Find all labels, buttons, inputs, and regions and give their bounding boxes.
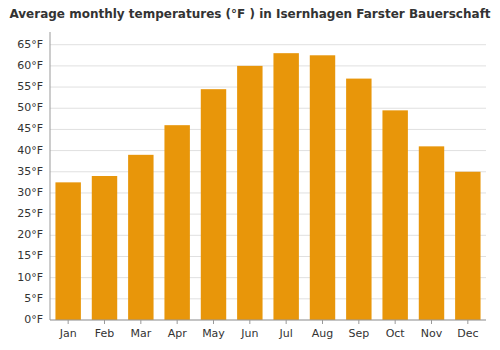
x-tick xyxy=(104,320,105,324)
x-tick xyxy=(249,320,250,324)
x-tick xyxy=(68,320,69,324)
x-tick xyxy=(213,320,214,324)
y-tick-label: 20°F xyxy=(17,228,43,241)
bar xyxy=(273,53,298,320)
y-tick-label: 60°F xyxy=(17,59,43,72)
x-tick-label: Feb xyxy=(95,327,114,340)
x-tick-label: Nov xyxy=(421,327,443,340)
grid-line xyxy=(50,320,486,321)
y-tick-label: 15°F xyxy=(17,249,43,262)
grid-line xyxy=(50,65,486,66)
x-tick-label: May xyxy=(202,327,225,340)
x-tick-label: Jan xyxy=(59,327,77,340)
y-tick-labels: 0°F 5°F 10°F 15°F 20°F 25°F 30°F 35°F 40°F 45°F 50… xyxy=(17,38,43,326)
grid xyxy=(50,45,486,320)
x-tick-label: Sep xyxy=(348,327,369,340)
title: Average monthly temperatures (°F ) in Is… xyxy=(9,7,490,21)
y-tick-label: 65°F xyxy=(17,38,43,51)
y-tick-label: 25°F xyxy=(17,207,43,220)
x-tick-label: Apr xyxy=(168,327,188,340)
x-tick xyxy=(358,320,359,324)
x-tick xyxy=(431,320,432,324)
bar xyxy=(164,125,189,320)
y-tick-label: 10°F xyxy=(17,271,43,284)
x-tick xyxy=(322,320,323,324)
y-tick-label: 55°F xyxy=(17,80,43,93)
x-tick-labels: Jan Feb Mar Apr May Jun Jul Aug Sep Oct Nov Dec xyxy=(59,320,479,340)
x-tick xyxy=(140,320,141,324)
bar xyxy=(382,110,407,320)
bar xyxy=(310,55,335,320)
y-axis-line xyxy=(50,32,51,320)
x-axis-line xyxy=(50,320,486,321)
grid-line xyxy=(50,87,486,88)
bar xyxy=(55,182,80,320)
bar xyxy=(455,172,480,320)
y-tick-label: 5°F xyxy=(24,292,43,305)
bar xyxy=(346,79,371,320)
bar xyxy=(237,66,262,320)
grid-line xyxy=(50,129,486,130)
x-tick xyxy=(467,320,468,324)
x-tick xyxy=(177,320,178,324)
x-tick-label: Dec xyxy=(457,327,478,340)
axes xyxy=(50,32,486,320)
grid-line xyxy=(50,44,486,45)
x-tick-label: Jun xyxy=(240,327,258,340)
y-tick-label: 35°F xyxy=(17,165,43,178)
x-tick-label: Oct xyxy=(386,327,406,340)
bar xyxy=(128,155,153,320)
y-tick-label: 50°F xyxy=(17,101,43,114)
y-tick-label: 30°F xyxy=(17,186,43,199)
bar xyxy=(419,146,444,320)
x-tick xyxy=(395,320,396,324)
x-tick xyxy=(286,320,287,324)
y-tick-label: 45°F xyxy=(17,122,43,135)
x-tick-label: Mar xyxy=(130,327,151,340)
bar xyxy=(92,176,117,320)
x-tick-label: Aug xyxy=(312,327,333,340)
bars xyxy=(55,53,480,320)
y-tick-label: 40°F xyxy=(17,144,43,157)
grid-line xyxy=(50,108,486,109)
chart: Average monthly temperatures (°F ) in Is… xyxy=(0,0,500,350)
x-tick-label: Jul xyxy=(279,327,293,340)
y-tick-label: 0°F xyxy=(24,313,43,326)
bar xyxy=(201,89,226,320)
